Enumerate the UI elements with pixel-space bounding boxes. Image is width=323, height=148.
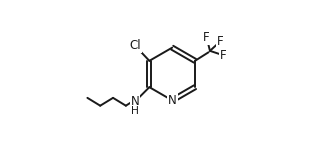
Text: Cl: Cl <box>129 39 141 52</box>
Text: F: F <box>203 31 210 44</box>
Text: F: F <box>219 49 226 62</box>
Text: H: H <box>131 106 139 116</box>
Text: N: N <box>131 95 140 108</box>
Text: N: N <box>168 94 177 107</box>
Text: F: F <box>217 35 224 48</box>
